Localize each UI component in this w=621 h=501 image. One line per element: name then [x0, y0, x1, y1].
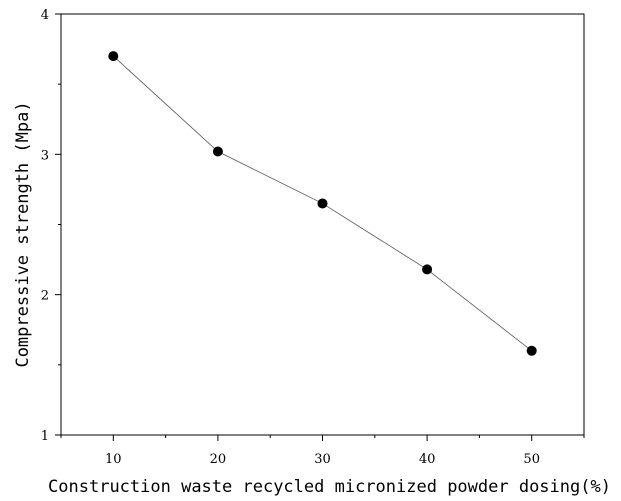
x-axis-title: Construction waste recycled micronized p…: [48, 477, 611, 497]
data-point: [317, 198, 328, 209]
data-point: [108, 51, 119, 62]
x-tick-labels: 10 20 30 40 50: [105, 452, 540, 467]
tick-marks: [55, 13, 585, 441]
data-points: [108, 51, 537, 356]
y-tick-label: 3: [41, 148, 49, 163]
x-tick-label: 50: [523, 452, 540, 467]
y-axis-title: Compressive strength (Mpa): [13, 101, 33, 367]
y-tick-label: 2: [41, 289, 49, 304]
y-tick-labels: 1 2 3 4: [41, 8, 49, 444]
x-tick-label: 10: [105, 452, 122, 467]
data-point: [212, 146, 223, 157]
y-tick-label: 1: [41, 429, 49, 444]
x-tick-label: 30: [314, 452, 331, 467]
x-tick-label: 20: [210, 452, 227, 467]
data-point: [422, 264, 433, 275]
x-tick-label: 40: [419, 452, 436, 467]
y-tick-label: 4: [41, 8, 49, 23]
plot-frame: [60, 13, 585, 436]
data-point: [526, 345, 537, 356]
